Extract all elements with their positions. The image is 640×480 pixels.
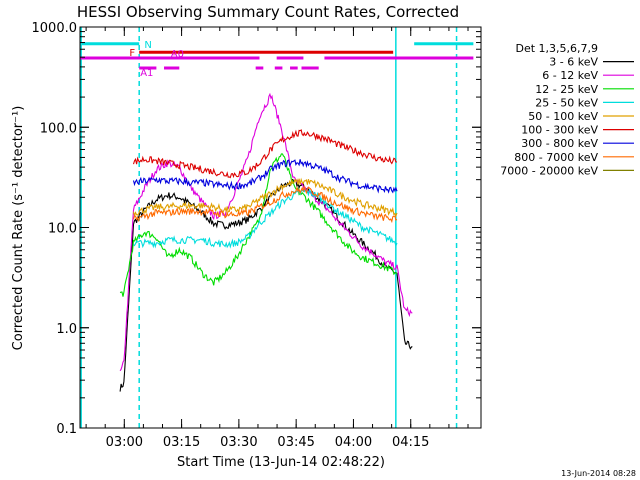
y-tick-label: 100.0 <box>40 121 77 136</box>
legend-entry-label: 25 - 50 keV <box>535 96 598 109</box>
series-line-6-12-keV <box>119 92 413 372</box>
plot-area: NF A0 A1 <box>80 27 474 428</box>
flag-label-a1: A1 <box>140 68 153 79</box>
footer-timestamp: 13-Jun-2014 08:28 <box>561 469 636 478</box>
legend-entry-label: 800 - 7000 keV <box>514 151 598 164</box>
series-line-800-7000-keV <box>132 185 398 224</box>
plot-content <box>80 27 474 428</box>
flag-label-a0: A0 <box>171 49 184 60</box>
y-tick-label: 1000.0 <box>32 21 78 36</box>
x-tick-label: 03:30 <box>220 435 257 450</box>
x-tick-label: 04:00 <box>335 435 372 450</box>
series-line-100-300-keV <box>132 129 398 179</box>
series-line-25-50-keV <box>133 188 398 249</box>
flag-label-n: N <box>144 40 151 51</box>
series-line-300-800-keV <box>132 159 398 194</box>
x-axis-label: Start Time (13-Jun-14 02:48:22) <box>177 455 385 470</box>
y-tick-label: 10.0 <box>48 222 77 237</box>
flag-label-f: F <box>129 48 135 59</box>
legend-entry-label: 100 - 300 keV <box>521 124 598 137</box>
legend-title: Det 1,3,5,6,7,9 <box>515 42 598 55</box>
y-axis-label: Corrected Count Rate (s⁻¹ detector⁻¹) <box>11 106 26 351</box>
x-tick-label: 03:00 <box>106 435 143 450</box>
x-tick-label: 03:45 <box>277 435 314 450</box>
series-line-3-6-keV <box>119 178 413 392</box>
y-tick-label: 1.0 <box>56 322 77 337</box>
legend-entry-label: 12 - 25 keV <box>535 83 598 96</box>
legend-entry-label: 50 - 100 keV <box>528 110 598 123</box>
plot-frame <box>79 26 482 429</box>
axes: 0.1 1.0 10.0 100.0 1000.0 03:00 03:15 03:30 03:4… <box>32 21 481 450</box>
x-tick-label: 03:15 <box>163 435 200 450</box>
legend-entry-label: 6 - 12 keV <box>542 69 598 82</box>
legend-entry-label: 3 - 6 keV <box>549 56 598 69</box>
series-line-12-25-keV <box>119 153 398 297</box>
legend-entry-label: 7000 - 20000 keV <box>500 164 598 177</box>
series-line-50-100-keV <box>132 177 398 218</box>
y-tick-label: 0.1 <box>56 422 77 437</box>
x-tick-label: 04:15 <box>392 435 429 450</box>
legend-entry-label: 300 - 800 keV <box>521 137 598 150</box>
chart-title: HESSI Observing Summary Count Rates, Cor… <box>77 3 459 21</box>
